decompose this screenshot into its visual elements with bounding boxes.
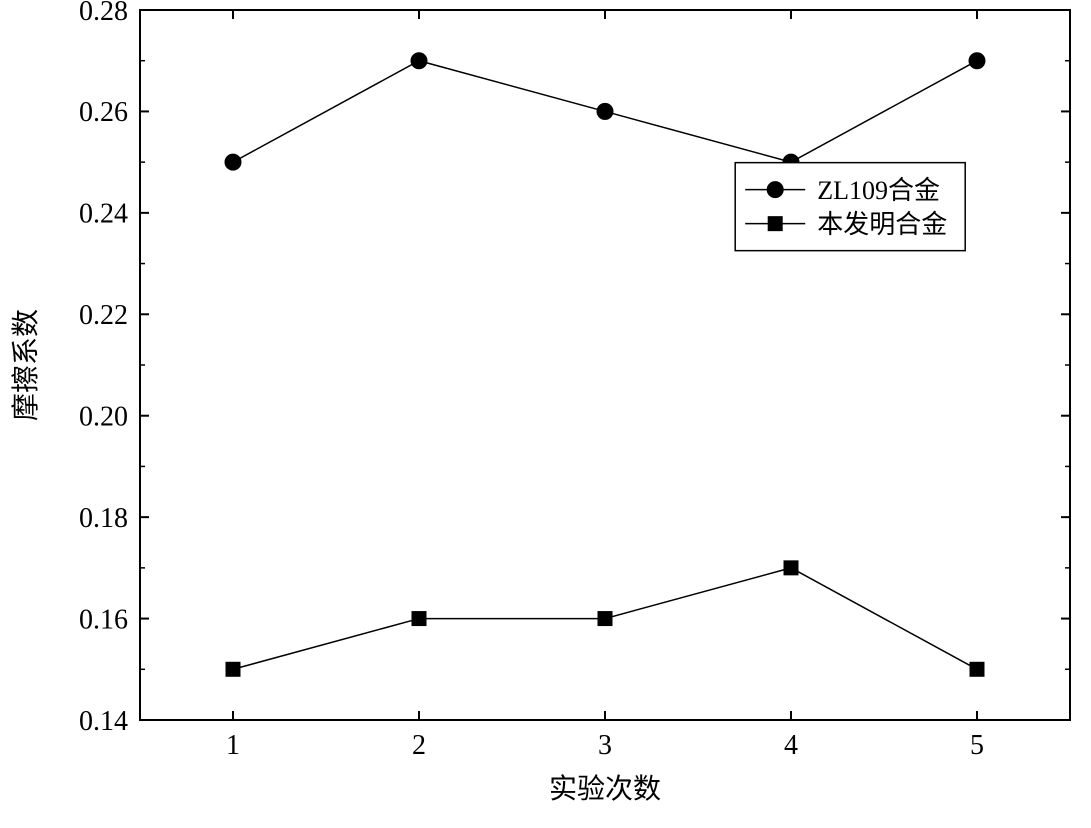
legend-label: 本发明合金 bbox=[817, 210, 947, 239]
friction-chart: 1 2 3 4 5 0.14 0.16 0.18 0.20 0.22 0.24 0.26 0.28 实验次… bbox=[0, 0, 1091, 828]
marker-square bbox=[768, 217, 782, 231]
x-tick-label: 4 bbox=[784, 730, 798, 761]
marker-circle bbox=[767, 182, 783, 198]
marker-circle bbox=[969, 53, 985, 69]
y-tick-label: 0.26 bbox=[79, 97, 128, 128]
marker-square bbox=[598, 612, 612, 626]
x-tick-label: 3 bbox=[598, 730, 612, 761]
legend: ZL109合金本发明合金 bbox=[735, 163, 965, 251]
marker-circle bbox=[225, 154, 241, 170]
marker-square bbox=[226, 662, 240, 676]
x-tick-label: 2 bbox=[412, 730, 426, 761]
y-tick-label: 0.18 bbox=[79, 503, 128, 534]
x-tick-label: 1 bbox=[226, 730, 240, 761]
marker-square bbox=[784, 561, 798, 575]
marker-square bbox=[412, 612, 426, 626]
y-axis-label: 摩擦系数 bbox=[10, 309, 42, 421]
marker-circle bbox=[411, 53, 427, 69]
marker-circle bbox=[597, 103, 613, 119]
y-tick-label: 0.28 bbox=[79, 0, 128, 27]
series-1 bbox=[226, 561, 984, 676]
legend-label: ZL109合金 bbox=[817, 176, 940, 205]
y-tick-label: 0.20 bbox=[79, 402, 128, 433]
x-axis-label: 实验次数 bbox=[549, 773, 661, 805]
y-tick-label: 0.24 bbox=[79, 199, 128, 230]
y-tick-label: 0.16 bbox=[79, 604, 128, 635]
series-0 bbox=[225, 53, 985, 170]
chart-svg: 1 2 3 4 5 0.14 0.16 0.18 0.20 0.22 0.24 0.26 0.28 实验次… bbox=[0, 0, 1091, 828]
x-tick-label: 5 bbox=[970, 730, 984, 761]
y-tick-label: 0.22 bbox=[79, 300, 128, 331]
y-tick-label: 0.14 bbox=[79, 706, 128, 737]
marker-square bbox=[970, 662, 984, 676]
